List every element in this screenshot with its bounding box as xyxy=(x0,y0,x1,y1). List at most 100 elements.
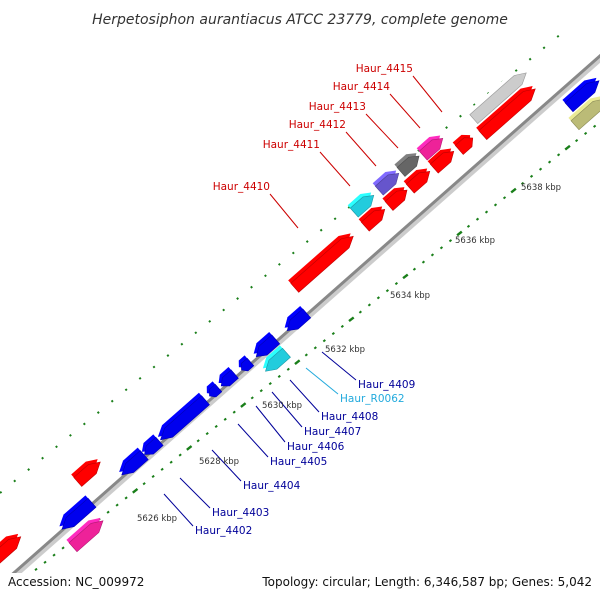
leader-line xyxy=(389,93,421,129)
minor-tick xyxy=(268,382,272,386)
tick-label: 5636 kbp xyxy=(455,236,495,246)
minor-tick xyxy=(385,289,389,293)
minor-tick xyxy=(574,139,579,143)
minor-tick xyxy=(34,567,38,571)
gene-haur-4410 xyxy=(288,233,354,293)
minor-tick xyxy=(394,281,399,286)
minor-tick xyxy=(593,124,597,128)
minor-tick xyxy=(331,331,335,336)
tick-labels: 5626 kbp 5628 kbp 5630 kbp 5632 kbp 5634 kbp… xyxy=(137,183,561,524)
minor-tick xyxy=(178,453,182,457)
gene-magenta xyxy=(66,517,104,553)
minor-tick xyxy=(538,167,543,171)
gene-haur-4411 xyxy=(347,192,375,218)
minor-tick xyxy=(466,224,471,228)
gene-blue xyxy=(59,495,97,530)
minor-tick xyxy=(142,482,146,486)
minor-tick xyxy=(259,389,263,393)
minor-tick xyxy=(286,367,290,371)
minor-tick xyxy=(8,590,10,592)
gene-haur-r0062 xyxy=(262,345,291,372)
gene-label: Haur_4410 xyxy=(213,181,270,193)
minor-tick xyxy=(61,546,65,550)
gene-label: Haur_4404 xyxy=(243,480,301,492)
gene-label: Haur_4415 xyxy=(356,63,413,75)
leader-line xyxy=(179,477,211,509)
minor-tick xyxy=(340,324,344,328)
major-tick xyxy=(564,144,571,151)
gene-haur-4413 xyxy=(394,153,420,177)
minor-tick xyxy=(529,174,534,178)
leader-line xyxy=(211,449,242,482)
minor-tick xyxy=(115,503,119,507)
gene-features xyxy=(0,69,600,564)
minor-tick xyxy=(304,353,308,357)
gene-label: Haur_4403 xyxy=(212,507,269,519)
minor-tick xyxy=(502,196,507,200)
gene-label: Haur_4409 xyxy=(358,379,415,391)
minor-tick xyxy=(313,346,317,350)
major-tick xyxy=(132,487,139,494)
leader-line xyxy=(319,151,351,187)
leader-line xyxy=(269,193,299,229)
minor-tick xyxy=(223,417,227,421)
tick-label: 5634 kbp xyxy=(390,291,430,301)
gene-haur-4407 xyxy=(238,355,255,372)
major-tick xyxy=(294,359,301,365)
minor-tick xyxy=(160,467,164,471)
gene-label: Haur_4405 xyxy=(270,456,327,468)
gene-label: Haur_R0062 xyxy=(340,393,405,405)
accession-text: Accession: NC_009972 xyxy=(8,575,144,589)
gene-red xyxy=(0,533,22,564)
label-leaders xyxy=(163,75,443,527)
leader-line xyxy=(237,423,269,458)
minor-tick xyxy=(367,303,371,307)
gene-labels: Haur_4410 Haur_4411 Haur_4412 Haur_4413 Haur… xyxy=(195,63,415,537)
gene-olive xyxy=(568,96,600,131)
gene-haur-4405 xyxy=(206,381,223,398)
minor-tick xyxy=(358,310,362,314)
tick-label: 5628 kbp xyxy=(199,457,239,467)
major-tick xyxy=(402,273,409,280)
leader-line xyxy=(412,75,443,113)
minor-tick xyxy=(43,560,47,564)
leader-line xyxy=(163,493,194,527)
gene-label: Haur_4411 xyxy=(263,139,320,151)
minor-tick xyxy=(484,210,489,214)
gene-red xyxy=(403,168,431,194)
gene-haur-4414 xyxy=(416,135,444,161)
minor-tick xyxy=(214,424,218,429)
tick-label: 5626 kbp xyxy=(137,514,177,524)
major-tick xyxy=(348,316,355,323)
gene-label: Haur_4414 xyxy=(333,81,391,93)
leader-line xyxy=(305,367,339,395)
leader-line xyxy=(345,131,377,167)
minor-tick xyxy=(106,510,110,514)
gene-haur-4415 xyxy=(467,69,527,125)
leader-line xyxy=(271,391,303,428)
gene-label: Haur_4406 xyxy=(287,441,345,453)
map-title: Herpetosiphon aurantiacus ATCC 23779, co… xyxy=(92,12,508,28)
leader-line xyxy=(255,405,286,443)
minor-tick xyxy=(196,439,200,443)
gene-blue xyxy=(562,77,600,113)
gene-haur-4412 xyxy=(372,170,400,196)
minor-tick xyxy=(205,432,209,436)
gene-haur-4408 xyxy=(253,332,281,357)
leader-line xyxy=(321,351,357,381)
leader-line xyxy=(289,379,320,413)
minor-tick xyxy=(322,339,326,343)
major-tick xyxy=(186,445,193,451)
tick-label: 5632 kbp xyxy=(325,345,365,355)
major-tick xyxy=(456,230,463,237)
minor-tick xyxy=(430,253,435,257)
gene-red xyxy=(427,148,455,174)
gene-haur-4402 xyxy=(119,447,149,476)
minor-tick xyxy=(583,131,588,135)
gene-red xyxy=(358,206,386,232)
gene-label: Haur_4408 xyxy=(321,411,378,423)
minor-tick xyxy=(0,597,1,599)
minor-tick xyxy=(124,496,128,500)
gene-red xyxy=(71,459,101,487)
